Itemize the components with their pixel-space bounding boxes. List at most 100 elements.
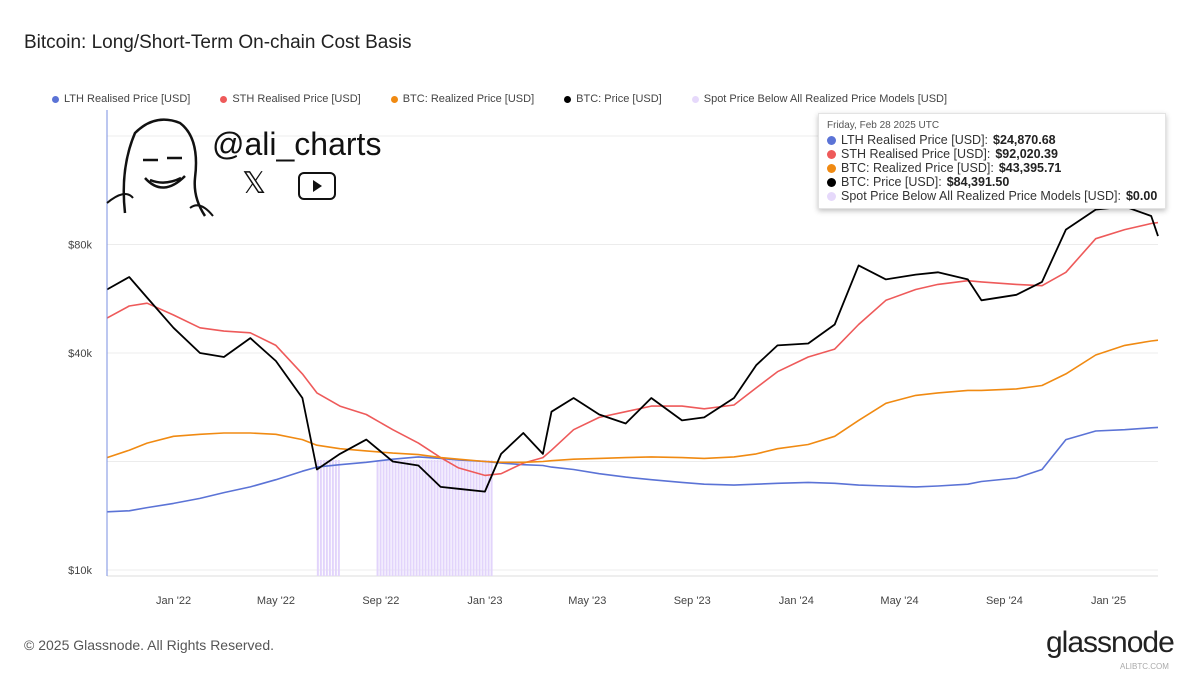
spot-below-bar — [466, 460, 469, 576]
spot-below-bar — [475, 460, 478, 576]
spot-below-bar — [400, 460, 403, 576]
spot-below-bar — [334, 460, 337, 576]
y-tick-label: $80k — [68, 240, 92, 252]
spot-below-bar — [481, 460, 484, 576]
spot-below-bar — [322, 460, 325, 576]
glassnode-logo: glassnode — [1046, 626, 1175, 659]
tooltip-row: LTH Realised Price [USD]: $24,870.68 — [827, 133, 1157, 147]
spot-below-bar — [406, 460, 409, 576]
series-line-2 — [106, 339, 1159, 464]
spot-below-bar — [490, 460, 493, 576]
spot-below-bar — [442, 460, 445, 576]
spot-below-bar — [484, 460, 487, 576]
spot-below-bar — [448, 460, 451, 576]
y-tick-label: $40k — [68, 348, 92, 360]
x-tick-label: May '22 — [257, 595, 295, 607]
spot-below-bar — [445, 460, 448, 576]
series-line-0 — [106, 426, 1159, 513]
legend-label: LTH Realised Price [USD] — [64, 93, 191, 105]
spot-below-bar — [430, 460, 433, 576]
tooltip-dot — [827, 163, 836, 173]
tooltip-label: BTC: Realized Price [USD]: — [841, 161, 994, 175]
legend-label: STH Realised Price [USD] — [232, 93, 361, 105]
legend-item-lth[interactable]: LTH Realised Price [USD] — [52, 93, 190, 105]
spot-below-bar — [439, 460, 442, 576]
spot-below-bar — [388, 460, 391, 576]
tooltip-label: LTH Realised Price [USD]: — [841, 133, 989, 147]
spot-below-bar — [478, 460, 481, 576]
y-tick-label: $10k — [68, 565, 92, 577]
legend-label: BTC: Realized Price [USD] — [402, 93, 535, 105]
site-watermark: ALIBTC.COM — [1120, 662, 1169, 671]
spot-below-bar — [469, 460, 472, 576]
legend-item-spot-below[interactable]: Spot Price Below All Realized Price Mode… — [691, 93, 948, 105]
x-tick-label: Sep '24 — [986, 595, 1023, 607]
legend-item-price[interactable]: BTC: Price [USD] — [564, 93, 662, 105]
tooltip-date: Friday, Feb 28 2025 UTC — [827, 120, 940, 131]
tooltip-row: BTC: Realized Price [USD]: $43,395.71 — [827, 161, 1157, 175]
tooltip-row: STH Realised Price [USD]: $92,020.39 — [827, 147, 1157, 161]
legend-dot — [52, 95, 59, 103]
spot-below-bar — [394, 460, 397, 576]
chart-title: Bitcoin: Long/Short-Term On-chain Cost B… — [24, 32, 412, 53]
x-tick-label: May '24 — [880, 595, 918, 607]
x-tick-label: May '23 — [568, 595, 606, 607]
legend-item-realized[interactable]: BTC: Realized Price [USD] — [390, 93, 535, 105]
spot-below-bar — [391, 460, 394, 576]
series-line-3 — [106, 205, 1159, 493]
legend-label: Spot Price Below All Realized Price Mode… — [703, 93, 948, 105]
tooltip-dot — [827, 135, 836, 145]
spot-below-bar — [325, 460, 328, 576]
tooltip-label: Spot Price Below All Realized Price Mode… — [841, 189, 1121, 203]
spot-below-bar — [424, 460, 427, 576]
legend-label: BTC: Price [USD] — [576, 93, 662, 105]
spot-below-bar — [415, 460, 418, 576]
spot-below-bar — [418, 460, 421, 576]
watermark-handle: @ali_charts — [212, 126, 382, 162]
spot-below-bar — [328, 460, 331, 576]
x-tick-label: Jan '23 — [467, 595, 502, 607]
spot-below-bar — [319, 460, 322, 576]
x-tick-label: Jan '22 — [156, 595, 191, 607]
series-line-1 — [106, 221, 1159, 477]
tooltip-row: Spot Price Below All Realized Price Mode… — [827, 189, 1157, 203]
tooltip-value: $24,870.68 — [993, 133, 1056, 147]
tooltip-value: $84,391.50 — [946, 175, 1010, 189]
spot-below-bar — [379, 460, 382, 576]
spot-below-bar — [331, 460, 334, 576]
spot-below-bar — [337, 460, 340, 576]
legend-dot — [564, 95, 572, 103]
spot-below-bar — [376, 460, 379, 576]
tooltip-value: $0.00 — [1125, 189, 1158, 203]
spot-below-bar — [382, 460, 385, 576]
legend: LTH Realised Price [USD] STH Realised Pr… — [52, 93, 947, 105]
spot-below-bar — [436, 460, 439, 576]
spot-below-bar — [454, 460, 457, 576]
legend-dot — [390, 95, 398, 103]
copyright: © 2025 Glassnode. All Rights Reserved. — [24, 637, 275, 653]
legend-dot — [220, 95, 228, 103]
spot-below-bar — [316, 460, 319, 576]
x-tick-label: Sep '23 — [674, 595, 711, 607]
legend-item-sth[interactable]: STH Realised Price [USD] — [220, 93, 361, 105]
ali-charts-face-logo — [106, 118, 214, 217]
spot-below-bar — [433, 460, 436, 576]
spot-below-bar — [460, 460, 463, 576]
tooltip-value: $92,020.39 — [995, 147, 1058, 161]
youtube-icon — [298, 172, 336, 200]
x-tick-label: Sep '22 — [362, 595, 399, 607]
spot-below-bar — [409, 460, 412, 576]
tooltip-label: BTC: Price [USD]: — [841, 175, 942, 189]
tooltip-row: BTC: Price [USD]: $84,391.50 — [827, 175, 1157, 189]
spot-below-bar — [385, 460, 388, 576]
spot-below-bar — [451, 460, 454, 576]
spot-below-bar — [472, 460, 475, 576]
x-logo-icon: 𝕏 — [242, 167, 267, 200]
spot-below-bar — [463, 460, 466, 576]
tooltip-dot — [827, 149, 836, 159]
tooltip-value: $43,395.71 — [998, 161, 1062, 175]
tooltip-dot — [827, 191, 836, 201]
spot-below-bar — [412, 460, 415, 576]
